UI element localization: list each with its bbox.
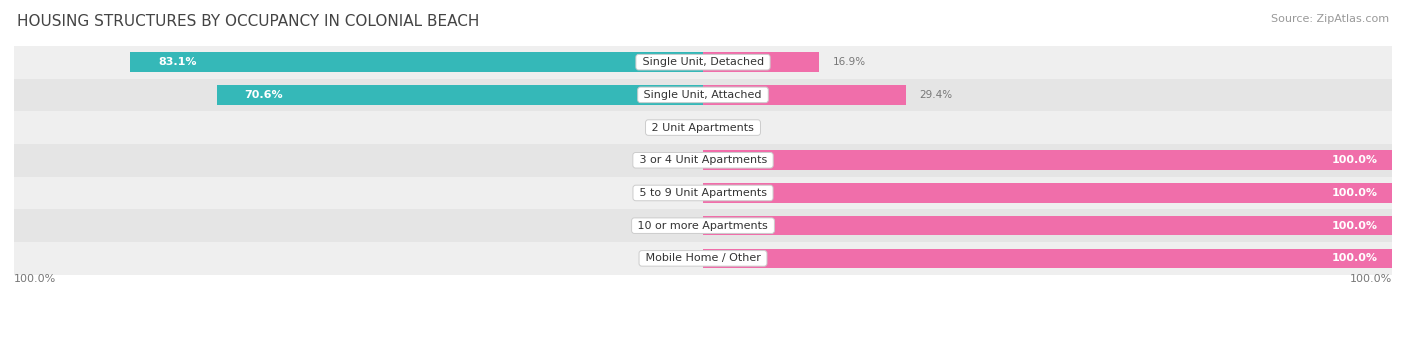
Text: 3 or 4 Unit Apartments: 3 or 4 Unit Apartments: [636, 155, 770, 165]
Text: 0.0%: 0.0%: [657, 253, 682, 263]
Text: 0.0%: 0.0%: [657, 155, 682, 165]
Bar: [703, 85, 905, 105]
Text: Mobile Home / Other: Mobile Home / Other: [641, 253, 765, 263]
Text: Source: ZipAtlas.com: Source: ZipAtlas.com: [1271, 14, 1389, 24]
Bar: [14, 209, 1392, 242]
Text: 100.0%: 100.0%: [1350, 273, 1392, 284]
Bar: [14, 177, 1392, 209]
Text: 100.0%: 100.0%: [14, 273, 56, 284]
Text: 100.0%: 100.0%: [1331, 188, 1378, 198]
Bar: [703, 53, 820, 72]
Bar: [14, 111, 1392, 144]
Text: 10 or more Apartments: 10 or more Apartments: [634, 221, 772, 231]
Text: 100.0%: 100.0%: [1331, 221, 1378, 231]
Text: 100.0%: 100.0%: [1331, 155, 1378, 165]
Bar: [14, 46, 1392, 78]
Bar: [14, 144, 1392, 177]
Text: 0.0%: 0.0%: [657, 221, 682, 231]
Text: 29.4%: 29.4%: [920, 90, 952, 100]
Bar: [703, 183, 1392, 203]
Text: 100.0%: 100.0%: [1331, 253, 1378, 263]
Text: 70.6%: 70.6%: [245, 90, 283, 100]
Bar: [14, 242, 1392, 275]
Text: 2 Unit Apartments: 2 Unit Apartments: [648, 122, 758, 133]
Text: 0.0%: 0.0%: [657, 188, 682, 198]
Text: 16.9%: 16.9%: [834, 57, 866, 67]
Text: 83.1%: 83.1%: [157, 57, 197, 67]
Text: 0.0%: 0.0%: [657, 122, 682, 133]
Bar: [703, 216, 1392, 236]
Bar: [703, 150, 1392, 170]
Text: Single Unit, Attached: Single Unit, Attached: [641, 90, 765, 100]
Bar: [14, 78, 1392, 111]
Text: Single Unit, Detached: Single Unit, Detached: [638, 57, 768, 67]
Text: 5 to 9 Unit Apartments: 5 to 9 Unit Apartments: [636, 188, 770, 198]
Text: HOUSING STRUCTURES BY OCCUPANCY IN COLONIAL BEACH: HOUSING STRUCTURES BY OCCUPANCY IN COLON…: [17, 14, 479, 29]
Bar: [217, 85, 703, 105]
Bar: [703, 249, 1392, 268]
Bar: [131, 53, 703, 72]
Text: 0.0%: 0.0%: [724, 122, 749, 133]
